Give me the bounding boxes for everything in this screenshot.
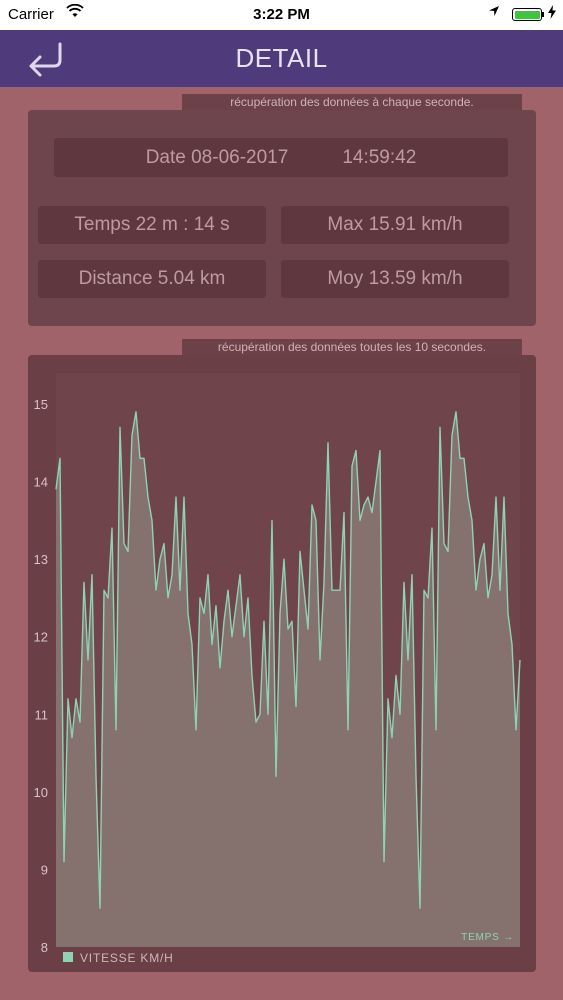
avg-speed-cell: Moy 13.59 km/h <box>281 260 509 298</box>
y-tick-label: 12 <box>34 630 48 645</box>
location-arrow-icon <box>488 5 500 20</box>
navigation-bar: DETAIL <box>0 30 563 87</box>
speed-chart: 8 9 10 11 12 13 14 15 VITESSE KM/H TEMPS → <box>34 373 521 965</box>
y-tick-label: 8 <box>41 940 48 955</box>
y-tick-label: 9 <box>41 862 48 877</box>
battery-icon <box>512 8 542 21</box>
duration-cell: Temps 22 m : 14 s <box>38 206 266 244</box>
y-tick-label: 14 <box>34 475 48 490</box>
y-tick-label: 10 <box>34 785 48 800</box>
page-title: DETAIL <box>235 43 328 73</box>
carrier-label: Carrier <box>8 6 54 23</box>
legend-label: VITESSE KM/H <box>80 951 174 965</box>
speed-chart-panel: 8 9 10 11 12 13 14 15 VITESSE KM/H TEMPS → <box>28 355 536 972</box>
status-bar: Carrier 3:22 PM <box>0 0 563 30</box>
summary-panel: Date 08-06-2017 14:59:42 Temps 22 m : 14 … <box>28 110 536 326</box>
legend-swatch <box>63 952 73 962</box>
area-fill-vitesse <box>56 411 520 947</box>
y-tick-label: 13 <box>34 552 48 567</box>
max-speed-cell: Max 15.91 km/h <box>281 206 509 244</box>
line-vitesse <box>55 411 521 909</box>
time-value: 14:59:42 <box>342 147 417 168</box>
charging-bolt-icon <box>548 5 556 22</box>
x-axis-label: TEMPS → <box>461 932 514 943</box>
status-time: 3:22 PM <box>253 6 310 23</box>
back-button[interactable] <box>24 38 68 78</box>
date-cell: Date 08-06-2017 14:59:42 <box>54 138 508 177</box>
wifi-icon <box>66 3 84 22</box>
date-value: Date 08-06-2017 <box>145 147 289 168</box>
battery-tip <box>542 12 544 17</box>
distance-cell: Distance 5.04 km <box>38 260 266 298</box>
chart-caption: récupération des données toutes les 10 s… <box>182 339 522 355</box>
return-arrow-icon <box>29 42 62 77</box>
summary-caption: récupération des données à chaque second… <box>182 94 522 110</box>
y-tick-label: 11 <box>35 707 49 722</box>
y-tick-label: 15 <box>34 397 48 412</box>
